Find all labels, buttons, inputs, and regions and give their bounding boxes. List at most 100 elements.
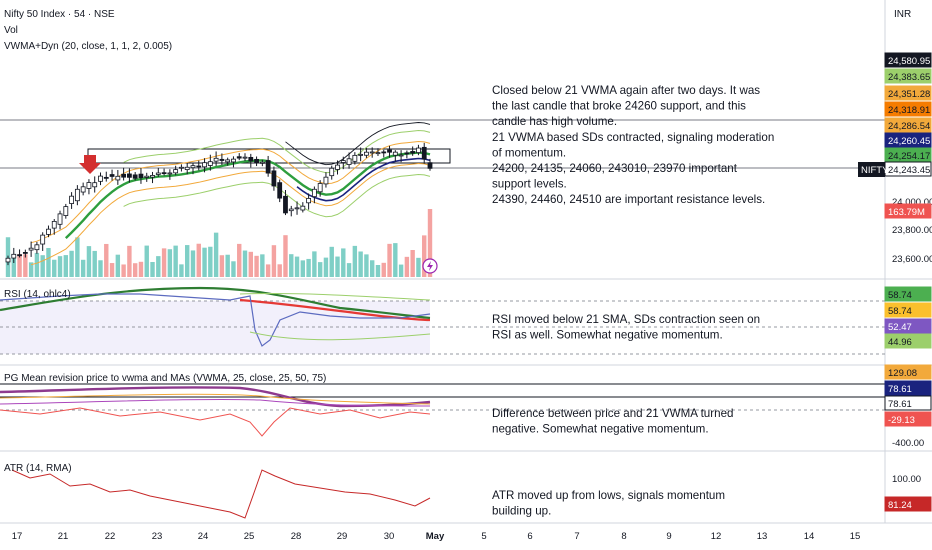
candle-body	[11, 253, 17, 259]
candle-body	[17, 254, 22, 257]
volume-bar	[352, 245, 358, 277]
volume-bar	[150, 261, 155, 277]
annotation-main: Closed below 21 VWMA again after two day…	[492, 84, 774, 206]
volume-bar	[161, 248, 167, 277]
candle-body	[375, 152, 381, 155]
x-tick-label: 23	[152, 531, 163, 542]
candle-body	[86, 182, 92, 189]
candle-body	[410, 151, 416, 154]
axis-tag: 78.61	[888, 399, 912, 410]
candle-body	[254, 158, 259, 163]
candle-body	[335, 164, 340, 170]
volume-bar	[57, 256, 63, 277]
x-tick-label: 9	[666, 531, 671, 542]
candle-body	[358, 153, 364, 156]
x-tick-label: 7	[574, 531, 579, 542]
candle-body	[317, 183, 323, 193]
annotation-line: of momentum.	[492, 146, 566, 159]
candle-body	[392, 151, 398, 156]
candle-body	[5, 257, 11, 263]
mr-label[interactable]: PG Mean revision price to vwma and MAs (…	[4, 373, 326, 384]
volume-bar	[190, 250, 196, 277]
volume-bar	[341, 248, 346, 277]
volume-bar	[202, 247, 207, 277]
candle-body	[34, 244, 40, 251]
upper-band-2	[123, 129, 431, 174]
candle-body	[381, 151, 387, 154]
atr-axis-tags: 81.24	[884, 496, 932, 512]
volume-bar	[40, 255, 45, 277]
annotation-line: RSI as well. Somewhat negative momentum.	[492, 329, 723, 342]
axis-tag: 24,351.28	[888, 89, 930, 100]
candle-body	[387, 149, 392, 153]
rsi-axis-tags: 58.74 58.74 52.47 44.96	[884, 286, 932, 349]
volume-bar	[323, 257, 329, 277]
volume-bar	[393, 243, 398, 277]
atr-axis-ticks: 100.00	[892, 474, 921, 485]
candle-body	[109, 174, 115, 177]
candle-body	[63, 206, 69, 216]
annotation-line: Difference between price and 21 VWMA tur…	[492, 407, 733, 420]
volume-bar	[179, 264, 184, 277]
volume-bar	[387, 243, 392, 277]
volume-bar	[381, 262, 386, 277]
candle-body	[340, 160, 346, 163]
symbol-title[interactable]: Nifty 50 Index · 54 · NSE	[4, 9, 115, 20]
rsi-label[interactable]: RSI (14, ohlc4)	[4, 289, 71, 300]
mr-price-line	[0, 407, 431, 437]
volume-bars	[5, 209, 433, 277]
volume-bar	[410, 250, 415, 277]
x-tick-label: 12	[711, 531, 722, 542]
volume-bar	[208, 246, 213, 277]
atr-label[interactable]: ATR (14, RMA)	[4, 463, 72, 474]
volume-bar	[265, 264, 271, 277]
axis-tag-bg	[884, 496, 932, 512]
volume-bar	[121, 264, 126, 277]
vol-label[interactable]: Vol	[4, 25, 18, 36]
symbol-tag-bg	[858, 162, 885, 177]
candle-body	[323, 176, 329, 185]
candle-body	[196, 165, 202, 168]
axis-tag: 58.74	[888, 306, 912, 317]
axis-tag: 24,243.45	[888, 165, 930, 176]
axis-tag: 24,260.45	[888, 136, 930, 147]
candle-body	[173, 169, 179, 174]
volume-bar	[416, 257, 421, 277]
x-tick-label: 15	[850, 531, 861, 542]
volume-bar	[75, 237, 80, 277]
rsi-band-fill	[0, 301, 430, 354]
x-tick-label: 8	[621, 531, 626, 542]
volume-bar	[398, 264, 404, 277]
volume-bar	[248, 251, 253, 277]
volume-bar	[52, 259, 57, 277]
candle-body	[132, 174, 138, 179]
candle-body	[416, 147, 421, 153]
lightning-icon[interactable]	[422, 258, 438, 274]
candle-body	[364, 151, 369, 156]
vwma-label[interactable]: VWMA+Dyn (20, close, 1, 1, 2, 0.005)	[4, 41, 172, 52]
axis-tag-bg	[884, 68, 932, 84]
axis-tag-bg	[884, 302, 932, 318]
currency-label[interactable]: INR	[894, 9, 911, 20]
candle-body	[421, 146, 427, 160]
x-tick-label: 21	[58, 531, 69, 542]
outer-upper-band	[285, 122, 431, 166]
rsi-lower-band	[249, 331, 431, 341]
volume-bar	[289, 254, 294, 277]
axis-tag-bg	[884, 132, 932, 148]
candle-body	[80, 186, 86, 193]
candle-body	[346, 158, 352, 165]
volume-bar	[98, 260, 103, 277]
axis-tag: 44.96	[888, 337, 912, 348]
axis-tag: 24,318.91	[888, 105, 930, 116]
candle-body	[404, 152, 410, 155]
axis-tag-bg	[884, 85, 932, 101]
candle-body	[74, 188, 80, 202]
volume-bar	[213, 232, 219, 277]
x-axis: 17 21 22 23 24 25 28 29 30 May 5 6 7 8 9 12 13 14 15	[12, 531, 861, 542]
volume-bar	[127, 245, 132, 277]
candle-body	[306, 197, 312, 204]
annotation-rsi: RSI moved below 21 SMA, SDs contraction …	[492, 313, 760, 342]
